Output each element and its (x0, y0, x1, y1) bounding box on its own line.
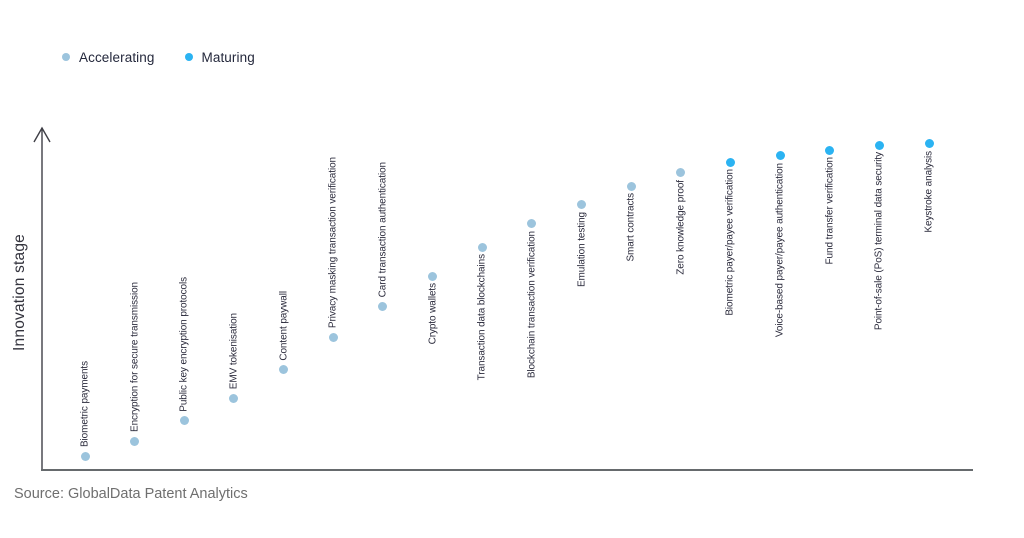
point-label: Card transaction authentication (377, 162, 389, 298)
y-axis-title: Innovation stage (11, 234, 28, 351)
legend-label-accelerating: Accelerating (79, 49, 155, 65)
point-label: Privacy masking transaction verification (327, 157, 339, 329)
point-label: Smart contracts (625, 193, 637, 262)
point-dot (626, 181, 636, 191)
point-dot (725, 157, 735, 167)
legend-label-maturing: Maturing (201, 49, 255, 65)
point-label: Encryption for secure transmission (129, 282, 141, 433)
point-dot (775, 151, 785, 160)
point-dot (825, 145, 835, 155)
point-dot (924, 139, 934, 149)
point-dot (179, 416, 189, 426)
point-label: Emulation testing (576, 211, 587, 287)
maturing-dot-icon (184, 53, 193, 61)
point-label: Zero knowledge proof (675, 179, 687, 275)
accelerating-dot-icon (62, 53, 70, 61)
point-label: Fund transfer verification (824, 157, 836, 265)
point-label: Biometric payer/payee verification (724, 169, 736, 316)
point-label: Biometric payments (79, 361, 91, 448)
point-label: Keystroke analysis (923, 150, 935, 233)
point-label: Public key encryption protocols (178, 276, 190, 412)
point-dot (676, 168, 686, 177)
point-label: Point-of-sale (PoS) terminal data securi… (873, 152, 885, 331)
point-dot (477, 242, 487, 252)
source-note: Source: GlobalData Patent Analytics (14, 486, 248, 502)
point-label: EMV tokenisation (228, 313, 240, 390)
point-dot (328, 332, 338, 342)
point-label: Content paywall (278, 291, 290, 361)
point-dot (279, 365, 289, 375)
point-dot (130, 436, 140, 446)
point-dot (80, 451, 90, 461)
point-dot (874, 140, 884, 150)
point-dot (229, 394, 239, 404)
point-dot (428, 271, 438, 281)
point-dot (378, 302, 388, 312)
point-dot (577, 200, 586, 210)
point-label: Crypto wallets (427, 283, 439, 345)
point-label: Blockchain transaction verification (526, 230, 538, 378)
point-dot (527, 219, 537, 228)
point-label: Transaction data blockchains (476, 254, 488, 381)
y-axis-arrow-icon (33, 126, 51, 143)
legend-item-maturing: Maturing (184, 47, 255, 67)
point-label: Voice-based payer/payee authentication (774, 162, 786, 337)
chart-legend: Accelerating Maturing (62, 47, 255, 67)
legend-item-accelerating: Accelerating (62, 47, 155, 67)
